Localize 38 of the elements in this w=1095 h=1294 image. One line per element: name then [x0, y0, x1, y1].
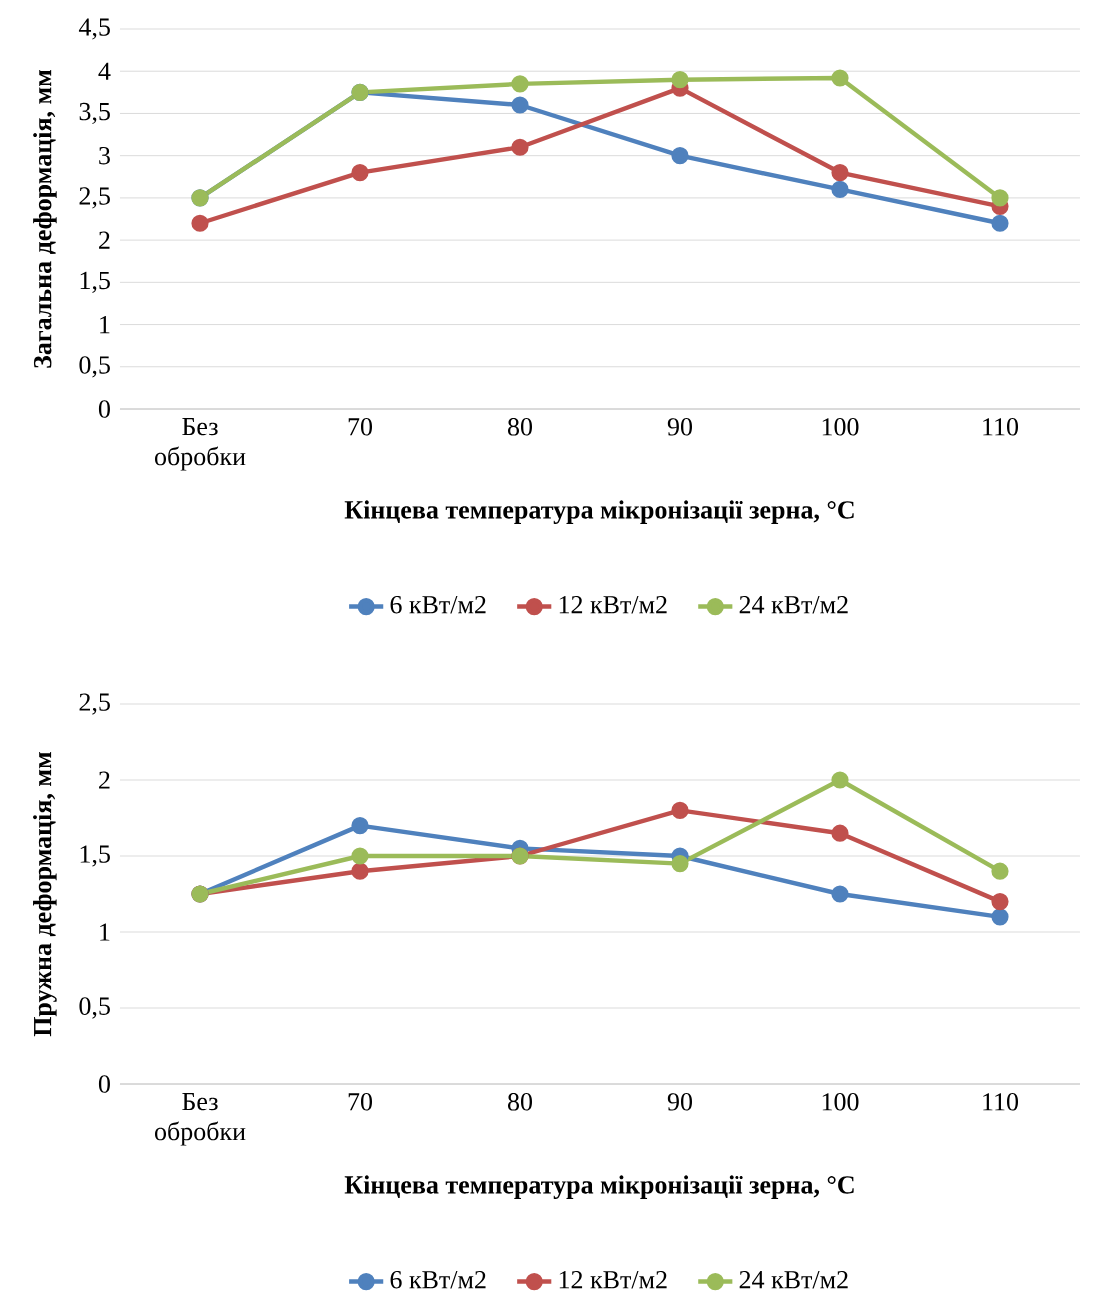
legend-label: 24 кВт/м2: [739, 1271, 848, 1289]
y-tick-label: 1: [100, 923, 110, 941]
y-tick-label: 0: [98, 400, 110, 418]
y-tick-label: 2: [99, 771, 110, 789]
y-tick-label: 3,5: [79, 102, 110, 125]
x-tick-label: 90: [667, 418, 693, 436]
x-tick-label: 90: [667, 1093, 693, 1111]
y-axis-title: Загальна деформація, мм: [33, 69, 57, 368]
y-tick-label: 1,5: [80, 845, 110, 867]
legend-label: 6 кВт/м2: [390, 1271, 486, 1289]
y-axis-title: Пружна деформація, мм: [33, 752, 57, 1037]
y-tick-label: 2: [99, 231, 110, 249]
x-tick-label: 110: [983, 418, 1019, 436]
legend-label: 24 кВт/м2: [739, 595, 848, 614]
y-tick-label: 4,5: [78, 18, 110, 40]
x-tick-label: 80: [508, 418, 533, 436]
x-tick-label: 70: [348, 418, 373, 436]
x-axis-title: Кінцева температура мікронізації зерна, °C: [344, 1175, 854, 1200]
x-tick-label: Без обробки: [155, 1093, 246, 1146]
legend-label: 6 кВт/м2: [390, 595, 486, 614]
x-tick-label: 110: [983, 1093, 1019, 1111]
y-tick-label: 2,5: [79, 187, 110, 209]
y-tick-label: 0: [98, 1075, 110, 1093]
x-tick-label: Без обробки: [155, 418, 246, 471]
x-tick-label: 100: [822, 1093, 859, 1111]
x-tick-label: 100: [822, 418, 859, 436]
x-axis-title: Кінцева температура мікронізації зерна, °C: [344, 500, 854, 525]
x-tick-label: 80: [508, 1093, 533, 1111]
y-tick-label: 0,5: [79, 997, 110, 1019]
y-tick-label: 3: [99, 146, 110, 165]
y-tick-label: 1,5: [80, 271, 110, 293]
y-tick-label: 0,5: [79, 356, 110, 378]
legend-label: 12 кВт/м2: [559, 1271, 667, 1289]
y-tick-label: 4: [98, 62, 111, 80]
y-tick-label: 1: [100, 315, 110, 334]
y-tick-label: 2,5: [79, 693, 110, 715]
legend-label: 12 кВт/м2: [559, 595, 667, 614]
x-tick-label: 70: [348, 1093, 373, 1111]
